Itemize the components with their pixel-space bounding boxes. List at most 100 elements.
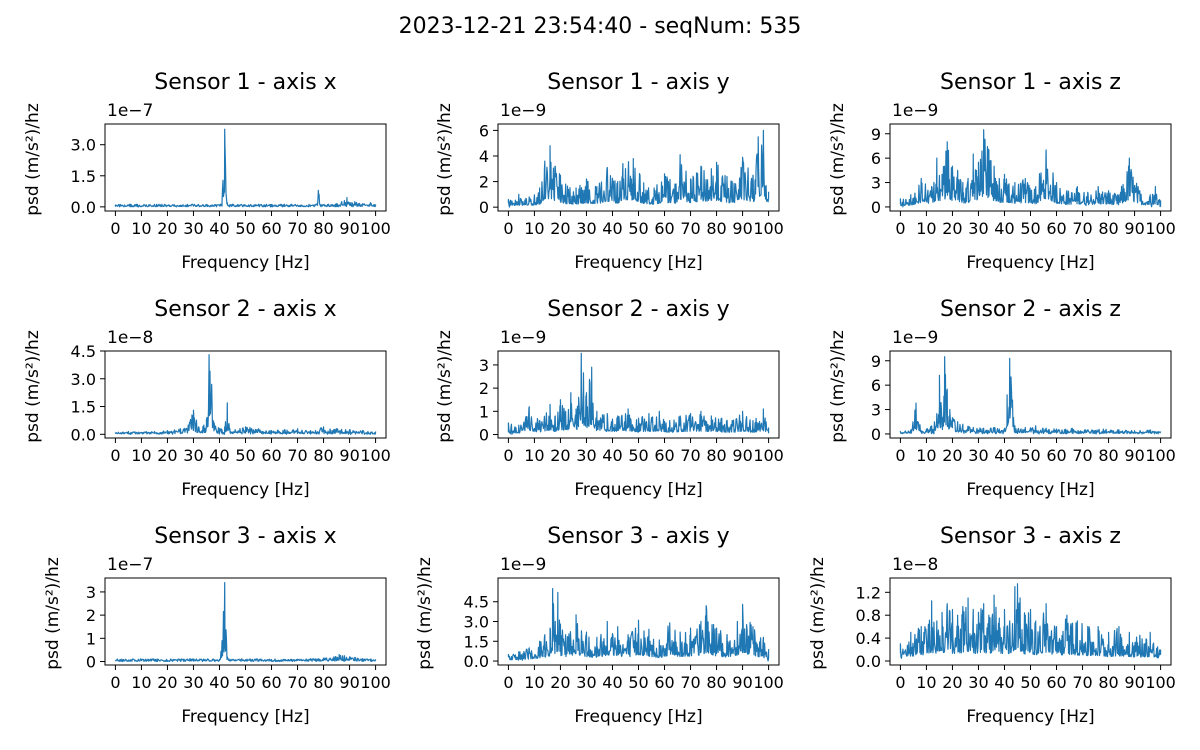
x-tick-label: 100 xyxy=(753,219,784,238)
x-tick-label: 100 xyxy=(753,673,784,692)
x-tick-label: 60 xyxy=(1046,219,1066,238)
y-tick-label: 2 xyxy=(479,173,489,192)
subplot-grid: Sensor 1 - axis x1e−70 10 20 30 40 50 60 70 80 90… xyxy=(23,70,1176,727)
y-tick-label: 4.5 xyxy=(71,342,96,361)
y-tick-label: 3 xyxy=(871,401,881,420)
figure-suptitle: 2023-12-21 23:54:40 - seqNum: 535 xyxy=(399,14,802,39)
y-tick-label: 3.0 xyxy=(71,136,96,155)
y-tick-label: 2 xyxy=(86,606,96,625)
subplot-title: Sensor 1 - axis x xyxy=(154,70,336,95)
x-tick-label: 30 xyxy=(968,673,988,692)
x-tick-label: 50 xyxy=(235,219,255,238)
x-tick-label: 10 xyxy=(916,446,936,465)
y-axis-label: psd (m/s²)/hz xyxy=(43,557,63,670)
psd-line xyxy=(899,356,1162,435)
subplot-4: Sensor 2 - axis x1e−8 0 10 20 30 40 50 60 70 80 90… xyxy=(23,297,391,500)
y-tick-label: 1.5 xyxy=(71,167,96,186)
y-tick-label: 1.5 xyxy=(464,632,489,651)
y-tick-label: 0 xyxy=(871,425,881,444)
x-tick-label: 80 xyxy=(1098,219,1118,238)
x-tick-label: 30 xyxy=(183,219,203,238)
subplot-title: Sensor 3 - axis z xyxy=(940,524,1121,549)
x-tick-label: 20 xyxy=(157,219,177,238)
x-tick-label: 50 xyxy=(628,219,648,238)
y-tick-label: 3 xyxy=(479,356,489,375)
y-tick-label: 0.0 xyxy=(464,652,489,671)
subplot-3: Sensor 1 - axis z1e−90 10 20 30 40 50 60 70 80 90… xyxy=(828,70,1176,273)
x-tick-label: 40 xyxy=(209,673,229,692)
x-tick-label: 20 xyxy=(942,673,962,692)
x-tick-label: 30 xyxy=(968,446,988,465)
x-tick-label: 10 xyxy=(524,446,544,465)
axes-frame xyxy=(104,577,387,666)
x-tick-label: 100 xyxy=(1145,446,1176,465)
y-tick-label: 3.0 xyxy=(464,613,489,632)
y-offset-text: 1e−7 xyxy=(107,555,153,575)
x-tick-label: 10 xyxy=(916,673,936,692)
y-tick-label: 4.5 xyxy=(464,593,489,612)
x-tick-label: 0 xyxy=(503,446,513,465)
subplot-title: Sensor 3 - axis x xyxy=(154,524,336,549)
x-tick-label: 70 xyxy=(680,219,700,238)
x-tick-label: 50 xyxy=(235,446,255,465)
subplot-title: Sensor 2 - axis z xyxy=(940,297,1121,322)
x-tick-label: 60 xyxy=(1046,446,1066,465)
x-axis-label: Frequency [Hz] xyxy=(181,707,309,727)
subplot-2: Sensor 1 - axis y1e−90 10 20 30 40 50 60 70 80 90… xyxy=(435,70,784,273)
x-tick-label: 90 xyxy=(732,673,752,692)
y-offset-text: 1e−9 xyxy=(892,101,938,121)
y-offset-text: 1e−9 xyxy=(500,101,546,121)
x-tick-label: 80 xyxy=(313,446,333,465)
x-tick-label: 30 xyxy=(183,673,203,692)
psd-line xyxy=(899,583,1162,659)
x-tick-label: 60 xyxy=(654,219,674,238)
x-tick-label: 50 xyxy=(235,673,255,692)
subplot-title: Sensor 1 - axis y xyxy=(547,70,729,95)
x-tick-label: 0 xyxy=(503,219,513,238)
x-tick-label: 0 xyxy=(895,673,905,692)
y-axis-label: psd (m/s²)/hz xyxy=(435,103,455,216)
y-tick-label: 9 xyxy=(871,125,881,144)
x-axis-label: Frequency [Hz] xyxy=(966,707,1094,727)
y-axis-label: psd (m/s²)/hz xyxy=(828,103,848,216)
axes-frame xyxy=(104,350,387,439)
y-offset-text: 1e−8 xyxy=(107,328,153,348)
y-tick-label: 3 xyxy=(86,583,96,602)
x-tick-label: 20 xyxy=(157,446,177,465)
x-tick-label: 40 xyxy=(602,446,622,465)
x-tick-label: 60 xyxy=(1046,673,1066,692)
x-tick-label: 20 xyxy=(942,219,962,238)
x-tick-label: 20 xyxy=(550,446,570,465)
x-tick-label: 40 xyxy=(209,219,229,238)
y-tick-label: 0 xyxy=(479,198,489,217)
x-tick-label: 100 xyxy=(360,219,391,238)
x-tick-label: 80 xyxy=(1098,673,1118,692)
x-tick-label: 70 xyxy=(287,219,307,238)
y-tick-label: 0.8 xyxy=(856,606,881,625)
y-tick-label: 4 xyxy=(479,147,489,166)
x-tick-label: 60 xyxy=(261,219,281,238)
x-tick-label: 10 xyxy=(916,219,936,238)
x-tick-label: 10 xyxy=(131,219,151,238)
x-tick-label: 100 xyxy=(1145,219,1176,238)
x-tick-label: 70 xyxy=(287,673,307,692)
psd-line xyxy=(507,587,770,662)
x-tick-label: 80 xyxy=(1098,446,1118,465)
y-tick-label: 0.4 xyxy=(856,629,881,648)
x-tick-label: 50 xyxy=(1020,446,1040,465)
psd-line xyxy=(507,352,770,435)
y-tick-label: 9 xyxy=(871,352,881,371)
x-tick-label: 30 xyxy=(183,446,203,465)
y-offset-text: 1e−9 xyxy=(500,328,546,348)
y-axis-label: psd (m/s²)/hz xyxy=(23,103,43,216)
x-axis-label: Frequency [Hz] xyxy=(574,707,702,727)
x-tick-label: 40 xyxy=(209,446,229,465)
y-offset-text: 1e−9 xyxy=(892,328,938,348)
x-tick-label: 30 xyxy=(576,673,596,692)
y-tick-label: 6 xyxy=(871,149,881,168)
x-tick-label: 60 xyxy=(261,446,281,465)
x-tick-label: 70 xyxy=(680,446,700,465)
x-tick-label: 90 xyxy=(1124,673,1144,692)
x-tick-label: 40 xyxy=(994,219,1014,238)
